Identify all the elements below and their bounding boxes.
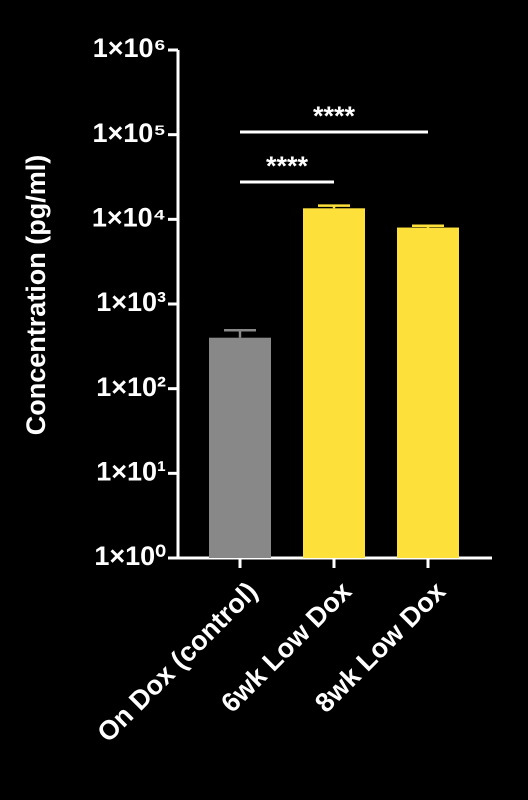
bar bbox=[397, 227, 459, 558]
significance-label: **** bbox=[313, 101, 356, 131]
y-axis-label: Concentration (pg/ml) bbox=[21, 155, 51, 435]
y-tick-label: 1×10¹ bbox=[96, 456, 166, 486]
y-tick-label: 1×10⁰ bbox=[94, 541, 166, 571]
y-tick-label: 1×10⁶ bbox=[93, 33, 166, 63]
x-tick-label: On Dox (control) bbox=[91, 576, 263, 748]
y-tick-label: 1×10³ bbox=[96, 287, 166, 317]
bar bbox=[303, 208, 365, 558]
bar bbox=[209, 337, 271, 558]
significance-label: **** bbox=[266, 151, 309, 181]
y-tick-label: 1×10² bbox=[96, 372, 166, 402]
y-tick-label: 1×10⁵ bbox=[93, 118, 167, 148]
y-tick-label: 1×10⁴ bbox=[92, 202, 166, 232]
